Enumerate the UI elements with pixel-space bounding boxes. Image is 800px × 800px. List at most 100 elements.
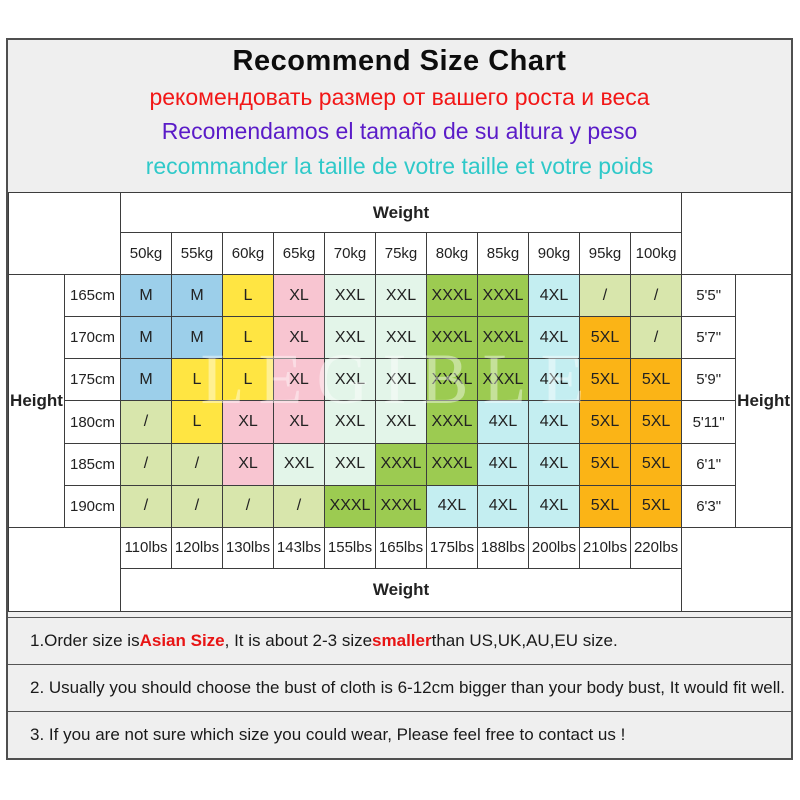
ft-cell: 5'5" [681,274,737,318]
size-cell: M [120,274,172,318]
size-cell: XXL [324,400,376,444]
lbs-cell: 130lbs [222,526,274,569]
size-cell: XL [273,358,325,402]
kg-cell: 100kg [629,232,683,276]
cm-cell: 180cm [64,400,121,444]
size-cell: 4XL [528,316,580,360]
note-text: , It is about 2-3 size [224,631,373,650]
size-cell: XL [222,442,274,486]
lbs-cell: 120lbs [171,526,223,569]
weight-header-cell: Weight [119,191,683,234]
size-cell: 5XL [629,358,683,402]
corner-bottom-right [681,526,793,613]
note-text: than US,UK,AU,EU size. [431,631,618,650]
lbs-cell: 200lbs [528,526,580,569]
size-cell: M [120,358,172,402]
size-cell: XXXL [426,400,478,444]
size-cell: 5XL [579,484,631,528]
cm-cell: 165cm [64,274,121,318]
size-cell: 4XL [528,358,580,402]
size-cell: M [171,274,223,318]
ft-cell: 5'9" [681,358,737,402]
size-cell: M [120,316,172,360]
size-cell: / [120,442,172,486]
size-cell: XXXL [324,484,376,528]
size-cell: M [171,316,223,360]
size-cell: XXXL [477,274,529,318]
cm-cell: 190cm [64,484,121,528]
size-cell: 4XL [528,400,580,444]
kg-cell: 65kg [273,232,325,276]
note-row: 3. If you are not sure which size you co… [8,712,791,758]
ft-cell: 5'7" [681,316,737,360]
corner-bottom-left [8,526,121,613]
size-cell: 4XL [477,442,529,486]
size-cell: XXXL [426,358,478,402]
weight-footer-cell: Weight [119,567,683,613]
size-cell: XXXL [375,442,427,486]
size-cell: XL [273,400,325,444]
size-cell: L [171,358,223,402]
lbs-cell: 220lbs [629,526,683,569]
corner-top-left [8,191,121,276]
size-cell: XXXL [375,484,427,528]
kg-cell: 55kg [171,232,223,276]
note-text: 3. If you are not sure which size you co… [30,725,626,744]
lbs-cell: 165lbs [375,526,427,569]
subtitle-spanish: Recomendamos el tamaño de su altura y pe… [161,118,638,145]
kg-cell: 60kg [222,232,274,276]
kg-cell: 85kg [477,232,529,276]
size-cell: XXL [273,442,325,486]
subtitle-russian: рекомендовать размер от вашего роста и в… [149,83,650,110]
lbs-cell: 143lbs [273,526,325,569]
size-cell: / [222,484,274,528]
kg-cell: 95kg [579,232,631,276]
size-cell: XXXL [477,316,529,360]
size-cell: XXL [375,316,427,360]
size-cell: XXL [375,274,427,318]
size-cell: / [171,442,223,486]
size-cell: L [222,274,274,318]
size-cell: XL [273,274,325,318]
size-cell: XXXL [477,358,529,402]
size-cell: 4XL [528,442,580,486]
size-cell: / [171,484,223,528]
subtitle-french: recommander la taille de votre taille et… [145,153,654,180]
size-cell: XXL [324,442,376,486]
kg-cell: 90kg [528,232,580,276]
size-cell: XL [273,316,325,360]
note-text: 2. Usually you should choose the bust of… [30,678,786,697]
size-cell: / [579,274,631,318]
size-cell: XXL [324,274,376,318]
note-text: 1.Order size is [30,631,140,650]
title-block: Recommend Size Chart рекомендовать разме… [8,40,791,192]
size-cell: XL [222,400,274,444]
cm-cell: 185cm [64,442,121,486]
notes-section: 1.Order size is Asian Size, It is about … [8,617,791,758]
note-highlight: smaller [372,631,432,650]
size-cell: 5XL [629,484,683,528]
size-cell: L [222,358,274,402]
size-chart-panel: Recommend Size Chart рекомендовать разме… [6,38,793,760]
lbs-cell: 110lbs [120,526,172,569]
size-cell: / [120,484,172,528]
size-cell: XXXL [426,316,478,360]
note-row: 1.Order size is Asian Size, It is about … [8,618,791,665]
size-cell: L [222,316,274,360]
corner-top-right [681,191,793,276]
size-cell: XXL [375,400,427,444]
size-cell: 5XL [629,442,683,486]
size-cell: / [629,274,683,318]
cm-cell: 175cm [64,358,121,402]
size-cell: 5XL [629,400,683,444]
size-cell: 5XL [579,316,631,360]
size-cell: XXXL [426,442,478,486]
size-cell: 4XL [426,484,478,528]
lbs-cell: 175lbs [426,526,478,569]
size-cell: 4XL [477,400,529,444]
size-cell: 4XL [528,274,580,318]
kg-cell: 50kg [120,232,172,276]
kg-cell: 80kg [426,232,478,276]
lbs-cell: 210lbs [579,526,631,569]
page-title: Recommend Size Chart [232,45,567,77]
